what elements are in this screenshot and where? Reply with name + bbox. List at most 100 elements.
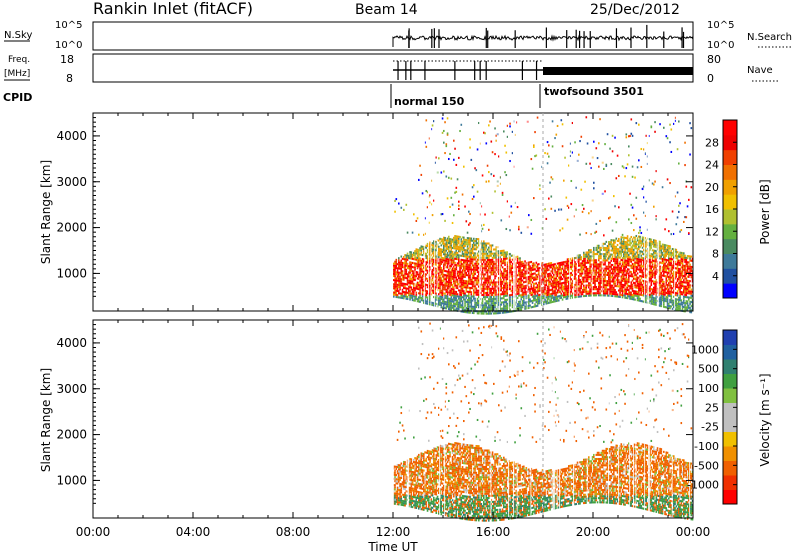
data-cell [461,269,464,272]
data-cell [643,253,645,256]
data-cell [520,306,523,309]
data-cell [453,296,455,299]
data-cell [628,256,630,259]
data-cell [556,274,559,278]
data-cell [544,286,546,289]
data-cell [568,270,570,273]
data-cell [418,265,420,268]
data-cell [491,300,494,303]
data-cell [565,262,568,265]
data-cell [549,262,551,265]
data-cell [404,285,406,288]
data-cell [395,293,398,296]
data-cell [545,267,548,270]
data-cell [630,246,633,249]
data-cell [575,256,578,259]
data-cell [643,259,645,262]
data-cell [544,298,546,301]
data-cell [634,273,636,276]
data-cell [443,267,445,270]
data-cell [633,259,635,262]
data-cell [445,280,448,283]
data-cell [488,308,490,311]
data-cell [453,265,455,268]
data-cell [641,246,644,249]
data-cell [585,268,588,271]
data-cell [651,257,654,260]
data-cell [504,286,506,289]
data-cell [549,289,551,292]
data-cell [495,139,498,142]
data-cell [406,252,409,255]
data-cell [483,312,485,315]
data-cell [476,271,479,274]
data-cell [506,290,509,293]
data-cell [506,282,509,285]
data-cell [565,196,568,199]
data-cell [483,310,485,313]
data-cell [500,219,503,222]
data-cell [420,278,423,281]
data-cell [565,281,568,284]
data-cell [564,271,566,274]
data-cell [475,246,478,249]
data-cell [616,239,619,242]
data-cell [409,257,411,260]
data-cell [655,215,658,218]
data-cell [545,265,548,268]
data-cell [559,282,561,285]
data-cell [505,300,508,303]
data-cell [530,267,533,270]
nsky-panel-frame [92,21,694,51]
data-cell [463,259,465,262]
data-cell [481,227,484,230]
data-cell [456,270,459,273]
data-cell [489,289,491,292]
data-cell [399,280,401,283]
data-cell [498,254,500,257]
data-cell [639,250,641,253]
data-cell [635,257,638,260]
data-cell [533,145,535,148]
data-cell [599,269,601,272]
data-cell [645,255,648,258]
data-cell [613,247,615,250]
data-cell [579,274,581,277]
data-cell [458,235,460,238]
data-cell [476,254,479,257]
data-cell [475,242,478,245]
data-cell [586,276,589,279]
data-cell [568,268,570,271]
data-cell [559,274,561,277]
data-cell [420,297,423,300]
data-cell [393,262,395,265]
data-cell [608,245,610,248]
data-cell [560,276,563,279]
data-cell [461,250,464,253]
data-cell [440,291,443,294]
data-cell [448,248,450,251]
data-cell [473,266,475,269]
data-cell [450,277,453,280]
data-cell [630,275,633,278]
data-cell [619,289,621,292]
data-cell [506,263,509,266]
data-cell [474,167,476,170]
data-cell [420,282,423,285]
data-cell [445,257,448,260]
data-cell [613,195,615,198]
data-cell [565,266,568,269]
data-cell [626,268,629,271]
data-cell [469,138,471,141]
data-cell [454,147,456,150]
data-cell [429,257,431,261]
data-cell [423,281,425,284]
data-cell [421,287,424,290]
data-cell [516,259,519,262]
data-cell [415,258,418,261]
data-cell [451,292,454,295]
data-cell [578,262,580,265]
data-cell [645,301,648,304]
data-cell [580,295,583,298]
data-cell [450,294,453,297]
